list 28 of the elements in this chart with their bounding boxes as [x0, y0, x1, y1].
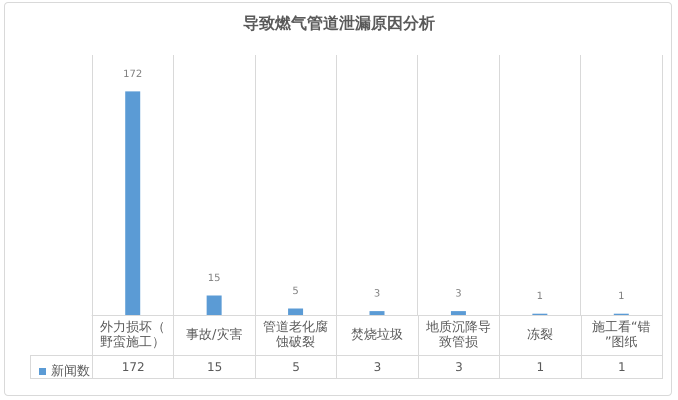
x-tick-label: 外力损坏（野蛮施工）	[100, 320, 166, 350]
bar	[125, 91, 140, 315]
x-tick-label: 焚烧垃圾	[351, 328, 403, 342]
data-label: 1	[580, 355, 663, 379]
chart-title: 导致燃气管道泄漏原因分析	[243, 14, 435, 32]
annotation: 1	[618, 291, 624, 302]
data-label: 15	[173, 355, 256, 379]
bar	[288, 308, 304, 315]
annotation: 3	[455, 288, 462, 300]
bar	[370, 311, 384, 315]
x-tick-label: 地质沉降导致管损	[424, 320, 491, 350]
legend-label: 新闻数	[51, 364, 90, 379]
annotation: 15	[208, 273, 221, 284]
x-tick-label: 管道老化腐蚀破裂	[263, 320, 328, 350]
data-label: 3	[336, 355, 419, 379]
data-label: 1	[499, 355, 582, 379]
x-tick-label: 事故/灾害	[186, 326, 242, 342]
x-tick-label: 冻裂	[526, 328, 553, 342]
annotation: 1	[536, 291, 544, 302]
data-label: 3	[418, 355, 500, 379]
annotation: 172	[123, 68, 142, 80]
bar	[450, 311, 466, 315]
bar	[206, 296, 222, 315]
data-label: 172	[92, 355, 174, 379]
x-tick-label: 施工看“错”图纸	[592, 320, 651, 350]
annotation: 3	[374, 288, 380, 300]
data-label: 5	[254, 355, 338, 379]
annotation: 5	[292, 286, 299, 297]
